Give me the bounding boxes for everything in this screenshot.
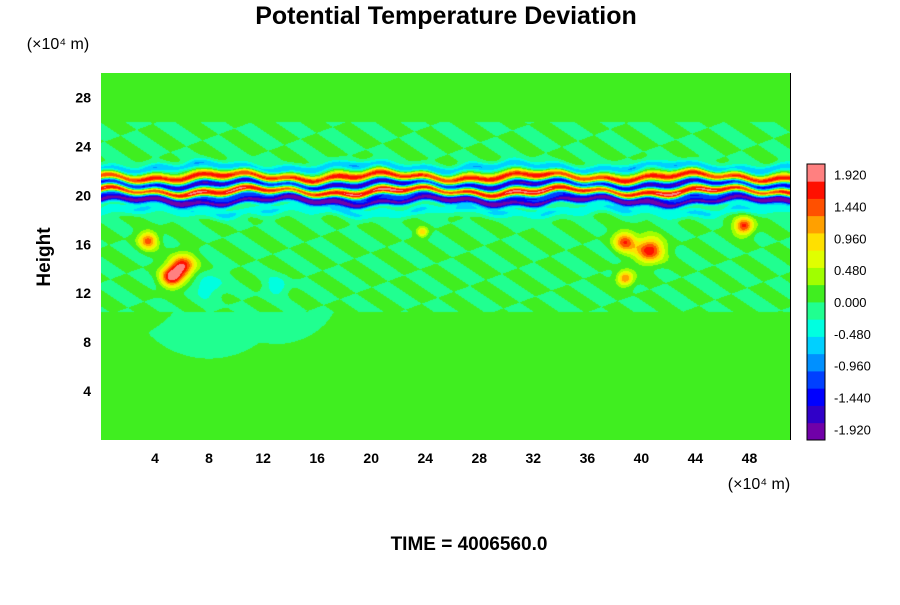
y-tick-label: 16	[75, 236, 91, 252]
colorbar-label: -0.480	[834, 327, 871, 342]
colorbar	[806, 163, 826, 441]
y-tick-label: 12	[75, 285, 91, 301]
x-tick-label: 44	[688, 450, 704, 466]
colorbar-swatch	[807, 250, 825, 268]
colorbar-label: 1.920	[834, 168, 867, 183]
colorbar-border	[806, 163, 826, 441]
colorbar-label: -0.960	[834, 359, 871, 374]
colorbar-swatch	[807, 336, 825, 355]
x-tick-label: 40	[634, 450, 650, 466]
y-axis-ticks: 4 8 12 16 20 24 28	[75, 89, 91, 399]
x-tick-label: 48	[742, 450, 758, 466]
colorbar-swatch	[807, 302, 825, 320]
colorbar-swatch	[807, 319, 825, 337]
heatmap-container	[101, 73, 790, 440]
x-tick-label: 20	[363, 450, 379, 466]
colorbar-swatch	[807, 198, 825, 217]
colorbar-label: 0.960	[834, 231, 867, 246]
colorbar-label: 0.000	[834, 295, 867, 310]
colorbar-label: 1.440	[834, 199, 867, 214]
heatmap-field	[101, 73, 790, 440]
chart-title: Potential Temperature Deviation	[255, 2, 637, 30]
x-tick-label: 8	[205, 450, 213, 466]
colorbar-swatch	[807, 388, 825, 406]
colorbar-swatch	[807, 371, 825, 389]
colorbar-swatch	[807, 284, 825, 303]
colorbar-label: -1.440	[834, 391, 871, 406]
y-tick-label: 4	[83, 383, 91, 399]
y-axis-label: Height	[34, 227, 55, 287]
colorbar-label: 0.480	[834, 263, 867, 278]
x-axis-unit: (×10⁴ m)	[728, 476, 790, 493]
x-tick-label: 16	[309, 450, 325, 466]
colorbar-labels: 1.920 1.440 0.960 0.480 0.000 -0.480 -0.960 -1.…	[834, 168, 871, 438]
y-tick-label: 28	[75, 89, 91, 105]
colorbar-swatch	[807, 353, 825, 372]
colorbar-swatch	[807, 164, 825, 182]
x-axis-ticks: 4 8 12 16 20 24 28 32 36 40 44 48	[151, 450, 757, 466]
y-tick-label: 8	[83, 334, 91, 350]
colorbar-label: -1.920	[834, 422, 871, 437]
y-tick-label: 24	[75, 138, 91, 154]
x-tick-label: 36	[580, 450, 596, 466]
x-tick-label: 28	[471, 450, 487, 466]
colorbar-swatch	[807, 215, 825, 234]
x-tick-label: 32	[526, 450, 542, 466]
colorbar-swatch	[807, 233, 825, 251]
colorbar-swatch	[807, 405, 825, 424]
y-tick-label: 20	[75, 187, 91, 203]
x-tick-label: 24	[417, 450, 433, 466]
colorbar-swatch	[807, 181, 825, 199]
colorbar-swatch	[807, 422, 825, 441]
time-label: TIME = 4006560.0	[391, 534, 548, 555]
colorbar-swatch	[807, 267, 825, 286]
y-axis-unit: (×10⁴ m)	[27, 36, 89, 53]
x-tick-label: 12	[255, 450, 271, 466]
x-tick-label: 4	[151, 450, 159, 466]
